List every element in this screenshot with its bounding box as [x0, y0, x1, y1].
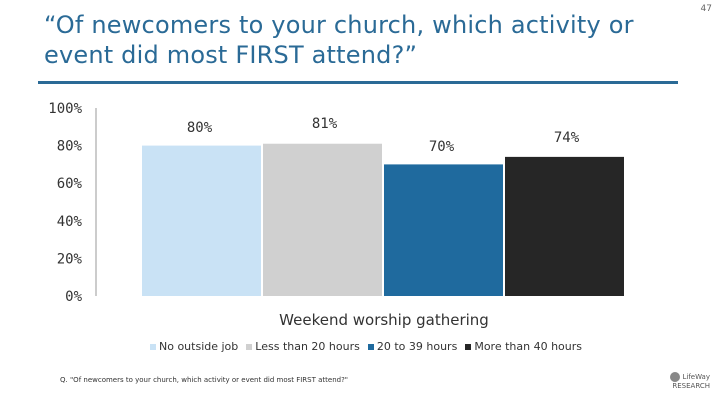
legend-label: No outside job	[159, 340, 239, 353]
data-label: 74%	[554, 130, 580, 146]
legend-label: 20 to 39 hours	[376, 340, 458, 353]
logo-line-2: RESEARCH	[672, 382, 710, 390]
legend-item: Less than 20 hours	[246, 340, 360, 353]
legend-swatch	[465, 343, 472, 350]
data-label: 70%	[429, 139, 455, 155]
data-label: 80%	[187, 120, 213, 136]
x-axis-label: Weekend worship gathering	[279, 311, 489, 329]
y-tick-label: 100%	[48, 101, 82, 117]
lifeway-research-logo: LifeWay RESEARCH	[670, 372, 710, 390]
y-tick-label: 0%	[65, 289, 82, 305]
legend-item: More than 40 hours	[465, 340, 582, 353]
y-tick-label: 80%	[57, 139, 83, 155]
y-axis-ticks: 100% 80% 60% 40% 20% 0%	[48, 101, 82, 305]
logo-line-1: LifeWay	[682, 373, 710, 381]
legend-item: No outside job	[150, 340, 238, 353]
legend-swatch	[367, 343, 374, 350]
bars	[142, 143, 624, 296]
bar-less-than-20-hours	[263, 143, 382, 296]
bar-more-than-40-hours	[505, 156, 624, 296]
legend-item: 20 to 39 hours	[367, 340, 458, 353]
y-tick-label: 20%	[57, 251, 83, 267]
page-title: “Of newcomers to your church, which acti…	[44, 11, 634, 69]
legend-label: More than 40 hours	[474, 340, 583, 353]
data-labels: 80% 81% 70% 74%	[187, 116, 580, 155]
y-tick-label: 40%	[57, 214, 83, 230]
logo-icon	[670, 372, 681, 382]
legend-swatch	[150, 343, 156, 350]
y-tick-label: 60%	[57, 176, 83, 192]
legend-swatch	[246, 343, 253, 350]
bar-no-outside-job	[142, 145, 261, 296]
footnote: Q. "Of newcomers to your church, which a…	[60, 376, 349, 384]
bar-20-to-39-hours	[384, 164, 503, 296]
legend-label: Less than 20 hours	[255, 340, 360, 353]
title-divider	[38, 81, 678, 84]
data-label: 81%	[312, 116, 338, 132]
legend: No outside job Less than 20 hours 20 to 39…	[150, 340, 582, 353]
page-number: 47	[700, 4, 712, 14]
